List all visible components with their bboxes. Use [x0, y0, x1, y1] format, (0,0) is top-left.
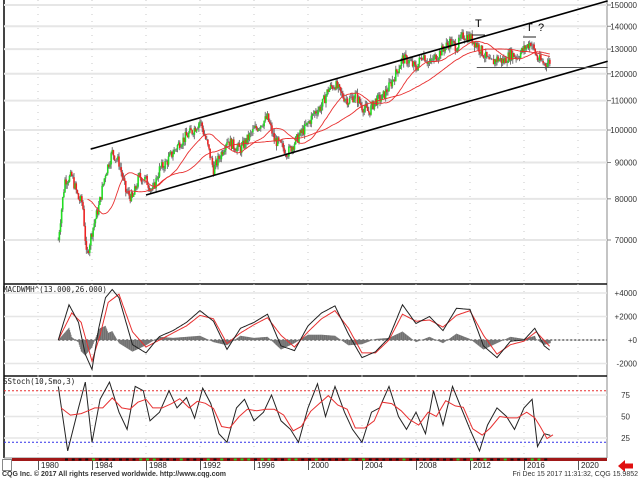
stoch-title: SStoch(10,Smo,3): [3, 377, 75, 386]
stoch-d-line: [60, 394, 554, 440]
stoch-axis-label: 25: [621, 434, 630, 443]
macd-title: MACDWMH^(13.000,26.000): [3, 285, 107, 294]
annotation-top-1: T: [475, 18, 482, 30]
stoch-k-line: [57, 380, 551, 453]
timestamp-text: Fri Dec 15 2017 11:31:32, CQG 15.9852: [512, 471, 638, 478]
scroll-back-arrow-icon[interactable]: [618, 459, 634, 472]
channel-lower-trendline[interactable]: [145, 60, 608, 196]
annotation-question: ?: [538, 22, 544, 34]
top-annotations: T T ?: [472, 18, 544, 38]
stoch-axis-label: 50: [621, 413, 630, 422]
price-axis-label: 120000: [610, 70, 637, 79]
axis-labels: 150000 140000 130000 120000 110000 100000 9000…: [607, 1, 638, 443]
price-axis-label: 110000: [611, 97, 638, 106]
stoch-axis-label: 75: [621, 391, 630, 400]
scroll-corner-box[interactable]: [2, 459, 12, 471]
macd-line: [57, 288, 550, 372]
time-axis-label: 1988: [146, 461, 167, 470]
time-axis-label: 2012: [470, 461, 491, 470]
time-axis-label: 2020: [578, 461, 599, 470]
time-axis-label: 2004: [362, 461, 383, 470]
time-axis-label: 2016: [524, 461, 545, 470]
time-axis-label: 2008: [416, 461, 437, 470]
macd-axis-label: +4000: [615, 289, 638, 298]
channel-upper-trendline[interactable]: [90, 0, 608, 150]
price-axis-label: 70000: [615, 236, 638, 245]
ma-long-line: [125, 48, 551, 194]
time-axis-label: 1980: [38, 461, 59, 470]
time-axis-label: 1996: [254, 461, 275, 470]
price-axis-label: 90000: [615, 159, 638, 168]
macd-signal-line: [57, 293, 550, 363]
time-axis-label: 1984: [92, 461, 113, 470]
price-axis-label: 150000: [610, 1, 637, 10]
stoch-pane[interactable]: [4, 380, 607, 453]
time-axis-label: 1992: [200, 461, 221, 470]
time-axis-label: 2000: [308, 461, 329, 470]
macd-axis-label: +2000: [615, 313, 638, 322]
price-pane[interactable]: [57, 0, 608, 257]
macd-pane[interactable]: [57, 288, 607, 372]
copyright-text: CQG Inc. © 2017 All rights reserved worl…: [2, 471, 227, 478]
price-axis-label: 130000: [610, 45, 637, 54]
time-scrollbar[interactable]: [12, 458, 607, 461]
price-axis-label: 80000: [615, 195, 638, 204]
macd-axis-label: -2000: [617, 360, 638, 369]
macd-axis-label: +0: [628, 336, 638, 345]
price-axis-label: 100000: [610, 126, 637, 135]
price-axis-label: 140000: [610, 22, 637, 31]
annotation-top-2: T: [526, 22, 533, 34]
